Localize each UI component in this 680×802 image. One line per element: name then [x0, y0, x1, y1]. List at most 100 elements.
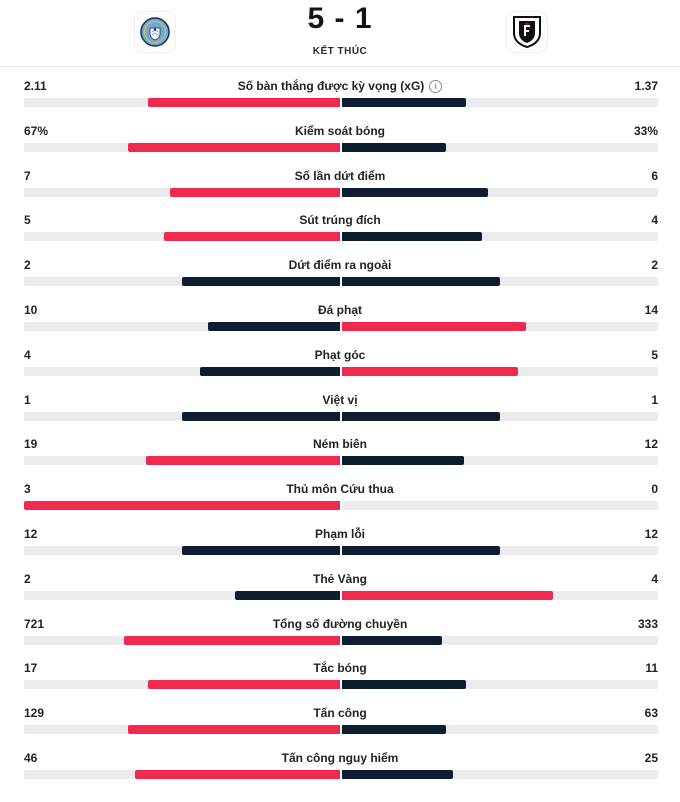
- home-stat-bar: [169, 187, 340, 197]
- away-stat-bar-track: [342, 98, 658, 107]
- stat-label: Dứt điểm ra ngoài: [288, 258, 392, 273]
- away-stat-bar: [342, 725, 446, 735]
- home-stat-value: 7: [24, 168, 31, 183]
- home-stat-value: 5: [24, 213, 31, 228]
- home-stat-bar-track: [24, 635, 340, 645]
- home-stat-value: 2: [24, 571, 31, 586]
- stat-label-wrap: Ném biên: [0, 437, 680, 451]
- home-stat-bar: [208, 321, 340, 331]
- away-stat-bar-track: [342, 635, 658, 645]
- away-stat-value: 2: [651, 258, 658, 273]
- match-score: 5 - 1: [307, 2, 373, 35]
- home-stat-bar: [148, 98, 340, 107]
- stat-label-wrap: Thủ môn Cứu thua: [0, 482, 680, 496]
- home-stat-bar-track: [24, 501, 340, 511]
- stat-label-wrap: Tổng số đường chuyền: [0, 617, 680, 631]
- stat-label-wrap: Thẻ Vàng: [0, 572, 680, 586]
- away-stat-bar-track: [342, 187, 658, 197]
- away-stat-bar: [342, 232, 483, 242]
- stat-label-wrap: Tấn công: [0, 706, 680, 720]
- stat-label: Số bàn thắng được kỳ vọng (xG): [237, 79, 425, 93]
- away-stat-bar: [342, 142, 447, 152]
- away-stat-value: 1.37: [634, 79, 658, 93]
- away-stat-bar-track: [342, 411, 658, 421]
- stat-label: Việt vị: [322, 392, 358, 407]
- home-stat-value: 4: [24, 347, 31, 362]
- stat-label: Tổng số đường chuyền: [272, 616, 408, 631]
- home-stat-bar: [135, 769, 340, 779]
- away-stat-bar: [342, 321, 527, 331]
- home-stat-value: 2: [24, 258, 31, 273]
- away-stat-value: 33%: [633, 123, 658, 138]
- away-stat-bar: [342, 366, 518, 376]
- home-stat-bar-track: [24, 232, 340, 242]
- home-stat-bar-track: [24, 680, 340, 690]
- home-stat-value: 17: [24, 661, 38, 676]
- home-stat-value: 1: [24, 392, 31, 407]
- stat-row: 4 Phạt góc 5: [0, 336, 680, 381]
- home-stat-bar: [123, 635, 340, 645]
- match-header: 5 - 1 KẾT THÚC: [0, 0, 680, 66]
- home-stat-bar-track: [24, 725, 340, 735]
- stat-label-wrap: Sút trúng đích: [0, 213, 680, 227]
- stat-row: 7 Số lần dứt điểm 6: [0, 157, 680, 202]
- home-stat-bar: [182, 545, 340, 555]
- away-stat-value: 14: [644, 302, 658, 317]
- home-stat-bar: [127, 725, 340, 735]
- manchester-city-crest-icon[interactable]: [135, 12, 175, 52]
- home-stat-value: 721: [24, 616, 45, 631]
- away-stat-value: 5: [651, 347, 658, 362]
- home-stat-bar-track: [24, 98, 340, 107]
- stat-label: Đá phạt: [317, 302, 362, 317]
- away-stat-bar-track: [342, 545, 658, 555]
- stat-row: 67% Kiểm soát bóng 33%: [0, 112, 680, 157]
- away-stat-bar-track: [342, 725, 658, 735]
- stat-label: Phạm lỗi: [314, 526, 365, 541]
- home-stat-bar-track: [24, 411, 340, 421]
- stats-list: 2.11 Số bàn thắng được kỳ vọng (xG) i 1.37 6…: [0, 67, 680, 784]
- away-stat-bar-track: [342, 277, 658, 287]
- home-stat-value: 129: [24, 706, 45, 721]
- away-stat-bar: [342, 277, 500, 287]
- away-stat-bar-track: [342, 366, 658, 376]
- home-stat-value: 12: [24, 526, 38, 541]
- away-stat-bar-track: [342, 590, 658, 600]
- stat-row: 2 Dứt điểm ra ngoài 2: [0, 246, 680, 291]
- stat-label-wrap: Số bàn thắng được kỳ vọng (xG) i: [0, 79, 680, 93]
- stat-row: 129 Tấn công 63: [0, 694, 680, 739]
- match-status: KẾT THÚC: [312, 46, 368, 57]
- home-stat-bar: [182, 411, 340, 421]
- home-stat-bar-track: [24, 277, 340, 287]
- stat-row: 3 Thủ môn Cứu thua 0: [0, 470, 680, 515]
- info-icon[interactable]: i: [429, 80, 443, 93]
- stat-row: 19 Ném biên 12: [0, 425, 680, 470]
- stat-row: 2 Thẻ Vàng 4: [0, 560, 680, 605]
- home-stat-value: 3: [24, 482, 31, 497]
- stat-label-wrap: Việt vị: [0, 393, 680, 407]
- away-stat-value: 4: [651, 571, 658, 586]
- stat-row: 17 Tắc bóng 11: [0, 649, 680, 694]
- home-stat-bar: [128, 142, 340, 152]
- home-stat-bar: [148, 680, 340, 690]
- home-stat-value: 10: [24, 302, 38, 317]
- away-stat-value: 25: [644, 750, 658, 765]
- stat-label-wrap: Phạt góc: [0, 348, 680, 362]
- home-stat-bar: [146, 456, 340, 466]
- away-stat-value: 0: [651, 482, 658, 497]
- stat-label-wrap: Kiểm soát bóng: [0, 124, 680, 138]
- home-stat-bar-track: [24, 769, 340, 779]
- home-stat-bar-track: [24, 321, 340, 331]
- home-stat-bar: [182, 277, 340, 287]
- home-stat-bar-track: [24, 142, 340, 152]
- home-stat-bar-track: [24, 187, 340, 197]
- stat-row: 46 Tấn công nguy hiểm 25: [0, 739, 680, 784]
- home-stat-value: 2.11: [24, 79, 47, 93]
- home-stat-bar: [24, 501, 340, 511]
- stat-label-wrap: Tấn công nguy hiểm: [0, 751, 680, 765]
- stat-label-wrap: Số lần dứt điểm: [0, 169, 680, 183]
- stat-label-wrap: Phạm lỗi: [0, 527, 680, 541]
- away-stat-value: 11: [645, 661, 658, 676]
- away-stat-bar: [342, 635, 442, 645]
- stat-label: Tắc bóng: [313, 661, 367, 676]
- fulham-crest-icon[interactable]: [507, 12, 547, 52]
